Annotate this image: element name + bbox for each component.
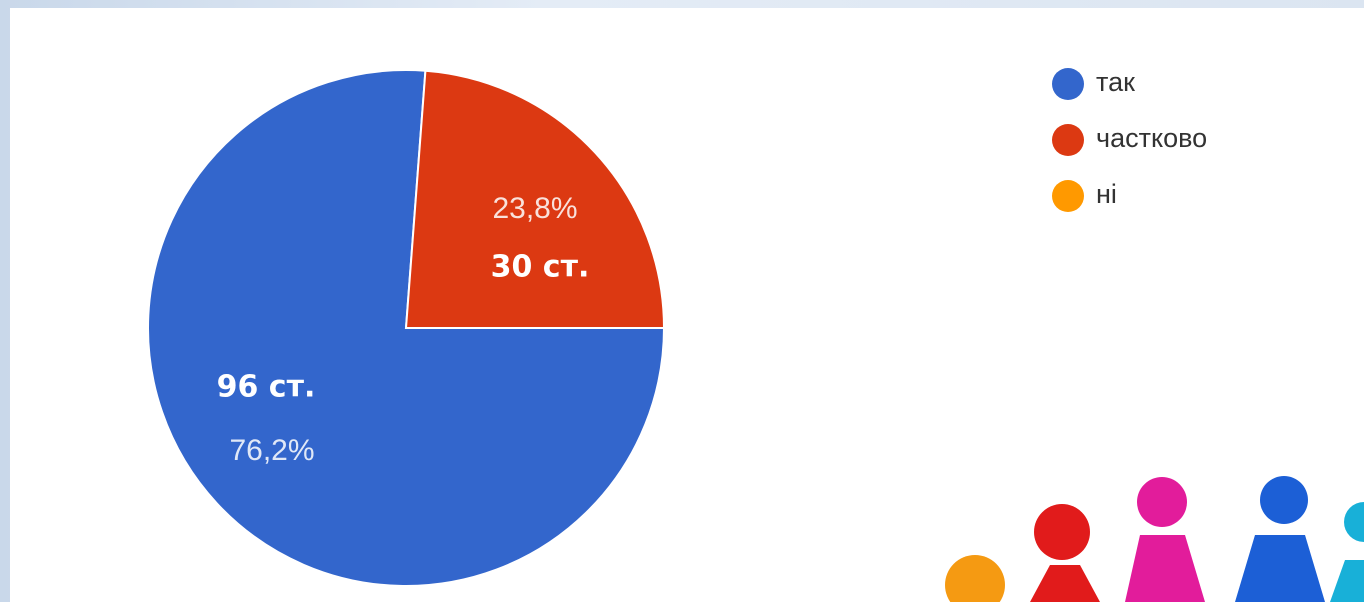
- value-label: 23,8%: [492, 192, 577, 225]
- legend-label: так: [1096, 67, 1135, 97]
- legend-marker: [1052, 68, 1084, 100]
- legend-marker: [1052, 124, 1084, 156]
- value-label: 76,2%: [229, 434, 314, 467]
- count-label: 96 ст.: [217, 370, 316, 405]
- legend-marker: [1052, 180, 1084, 212]
- count-label: 30 ст.: [491, 250, 590, 285]
- legend-label: ні: [1096, 179, 1117, 209]
- legend-label: частково: [1096, 123, 1207, 153]
- chart: 76,2% 23,8% 96 ст. 30 ст. так частково ні: [0, 0, 1364, 602]
